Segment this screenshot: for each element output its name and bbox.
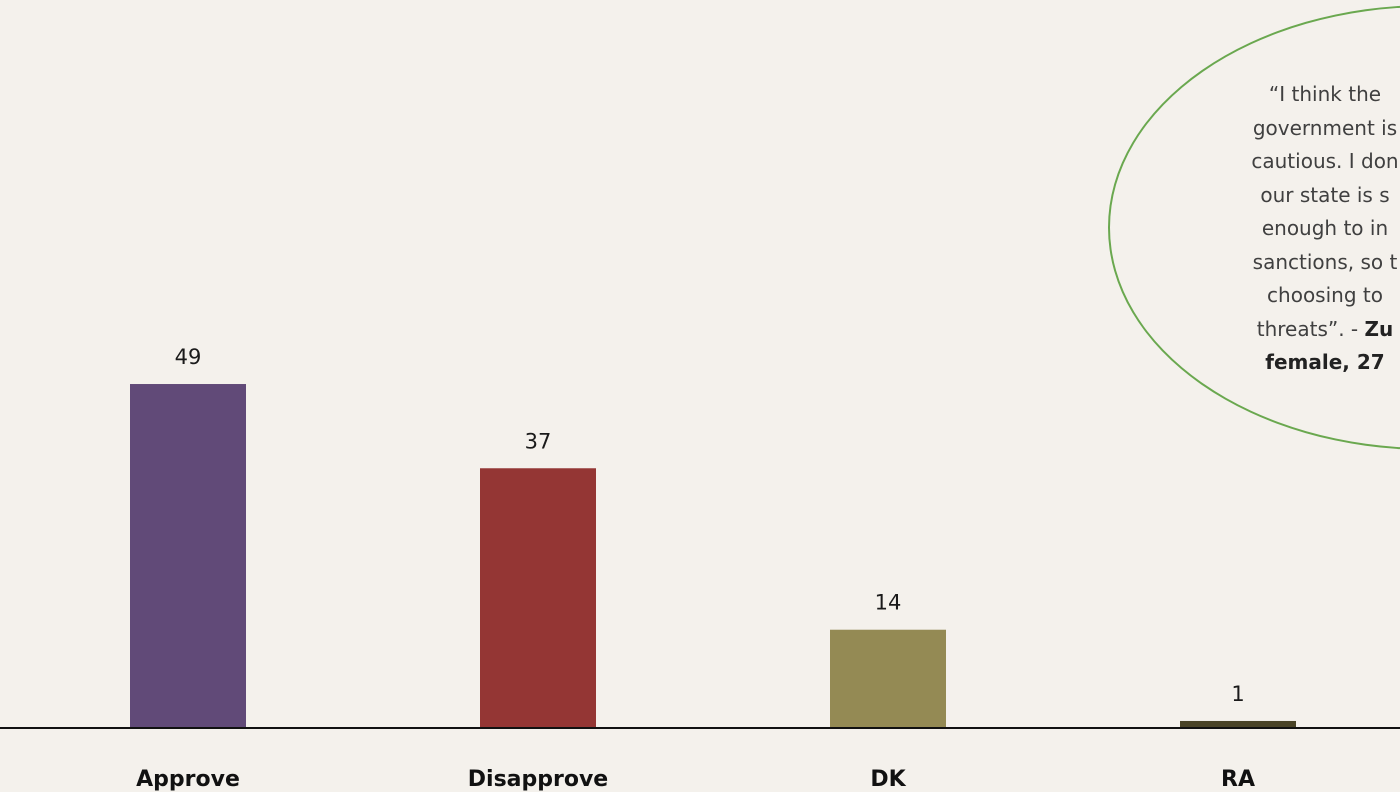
quote-attribution-name: Zu [1364,316,1394,341]
category-label-disapprove: Disapprove [468,767,608,792]
quote-line: cautious. I don [1251,149,1399,173]
quote-line: enough to in [1261,216,1389,240]
category-label-dk: DK [870,767,906,792]
quote-line-attribution: threats”. - Zu [1115,313,1400,347]
category-labels-group: Approve Disapprove DK RA [136,767,1255,792]
quote-line: “I think the [1268,82,1382,106]
bar-ra [1180,720,1296,728]
category-label-approve: Approve [136,767,240,792]
value-label-ra: 1 [1231,682,1244,706]
quote-line: our state is s [1260,182,1390,207]
value-label-approve: 49 [175,345,202,369]
bar-dk [830,629,946,728]
bars-group [130,384,1296,728]
bar-approve [130,384,246,728]
quote-text: “I think the government is cautious. I d… [1115,78,1400,380]
quote-line: choosing to [1267,283,1383,307]
bar-disapprove [480,468,596,728]
value-label-disapprove: 37 [525,429,552,453]
value-label-dk: 14 [875,591,902,615]
quote-line: sanctions, so t [1252,249,1398,274]
value-labels-group: 49 37 14 1 [175,345,1245,706]
category-label-ra: RA [1221,767,1255,792]
quote-line-tail: threats”. - [1256,316,1365,341]
quote-line: government is [1252,115,1398,140]
quote-attribution-detail: female, 27 [1265,350,1385,374]
